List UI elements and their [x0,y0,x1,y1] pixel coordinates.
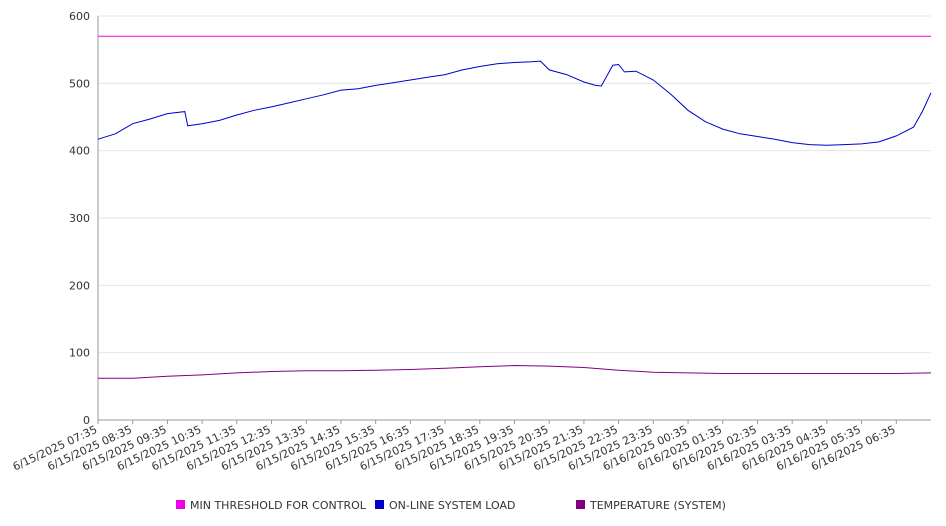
legend-swatch [576,500,585,509]
y-tick-label: 400 [69,145,90,158]
y-tick-label: 200 [69,279,90,292]
y-tick-label: 0 [83,414,90,427]
y-tick-label: 100 [69,347,90,360]
y-tick-label: 300 [69,212,90,225]
legend-item: ON-LINE SYSTEM LOAD [375,499,515,512]
series-line [98,364,932,379]
series-line [97,60,932,146]
y-tick-labels: 0 100 200 300 400 500 600 [69,10,90,427]
legend: MIN THRESHOLD FOR CONTROL ON-LINE SYSTEM … [176,499,726,512]
legend-label: TEMPERATURE (SYSTEM) [589,499,726,512]
y-tick-label: 500 [69,77,90,90]
grid-lines [98,15,931,354]
legend-swatch [375,500,384,509]
series-lines [97,35,932,379]
x-tick-labels: 6/15/2025 07:356/15/2025 08:356/15/2025 … [11,420,898,473]
legend-swatch [176,500,185,509]
legend-label: MIN THRESHOLD FOR CONTROL [190,499,367,512]
legend-item: TEMPERATURE (SYSTEM) [576,499,726,512]
y-tick-label: 600 [69,10,90,23]
legend-label: ON-LINE SYSTEM LOAD [389,499,515,512]
legend-item: MIN THRESHOLD FOR CONTROL [176,499,367,512]
